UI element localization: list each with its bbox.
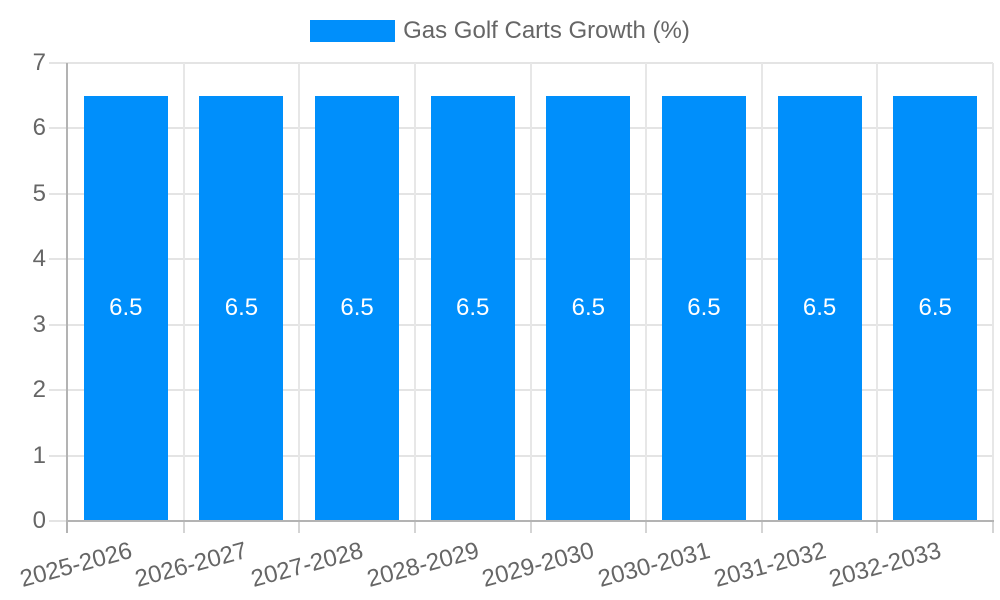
y-tick-mark <box>49 323 68 326</box>
x-gridline <box>876 63 879 521</box>
y-axis-tick-label: 0 <box>32 507 46 534</box>
bar-value-label: 6.5 <box>918 294 952 322</box>
bar-2031-2032[interactable]: 6.5 <box>777 95 862 521</box>
x-tick-mark <box>760 522 763 533</box>
bar-2027-2028[interactable]: 6.5 <box>315 95 400 521</box>
x-gridline <box>413 63 416 521</box>
y-axis-tick-label: 1 <box>32 441 46 469</box>
x-tick-mark <box>876 522 879 533</box>
x-gridline <box>529 63 532 521</box>
bar-2026-2027[interactable]: 6.5 <box>199 95 284 521</box>
x-tick-mark <box>413 522 416 533</box>
x-gridline <box>182 63 185 521</box>
x-gridline <box>298 63 301 521</box>
y-axis-tick-label: 2 <box>32 376 46 404</box>
y-tick-mark <box>49 520 68 522</box>
bar-value-label: 6.5 <box>687 294 721 322</box>
x-tick-mark <box>645 522 648 533</box>
y-tick-mark <box>49 127 68 130</box>
legend-label: Gas Golf Carts Growth (%) <box>403 17 690 44</box>
y-tick-mark <box>49 62 68 64</box>
plot-area: 6.5 6.5 6.5 6.5 6.5 6.5 6.5 6.5 <box>68 62 994 521</box>
chart-legend-item[interactable]: Gas Golf Carts Growth (%) <box>0 13 1000 49</box>
legend-swatch-icon <box>310 20 396 42</box>
y-axis-tick-label: 3 <box>32 310 46 338</box>
bar-2025-2026[interactable]: 6.5 <box>83 95 168 521</box>
y-tick-mark <box>49 258 68 261</box>
bar-2032-2033[interactable]: 6.5 <box>893 95 978 521</box>
y-tick-mark <box>49 192 68 195</box>
bar-2029-2030[interactable]: 6.5 <box>546 95 631 521</box>
bar-value-label: 6.5 <box>456 294 490 322</box>
x-gridline <box>992 63 994 521</box>
y-axis-tick-label: 6 <box>32 114 46 142</box>
bar-2030-2031[interactable]: 6.5 <box>661 95 746 521</box>
x-axis-line <box>66 520 994 522</box>
x-tick-mark <box>529 522 532 533</box>
bar-value-label: 6.5 <box>224 294 259 322</box>
bar-value-label: 6.5 <box>109 294 143 322</box>
y-axis-tick-label: 4 <box>32 245 46 273</box>
y-axis-tick-label: 5 <box>32 179 46 207</box>
x-gridline <box>760 63 763 521</box>
y-axis-tick-label: 7 <box>32 49 46 76</box>
x-tick-mark <box>182 522 185 533</box>
y-tick-mark <box>49 454 68 457</box>
x-tick-mark <box>992 522 994 533</box>
y-tick-mark <box>49 389 68 392</box>
bar-2028-2029[interactable]: 6.5 <box>430 95 515 521</box>
bar-value-label: 6.5 <box>802 294 837 322</box>
bar-value-label: 6.5 <box>571 294 605 322</box>
bar-value-label: 6.5 <box>340 294 374 322</box>
y-axis-line <box>66 63 68 533</box>
x-gridline <box>645 63 648 521</box>
x-tick-mark <box>298 522 301 533</box>
